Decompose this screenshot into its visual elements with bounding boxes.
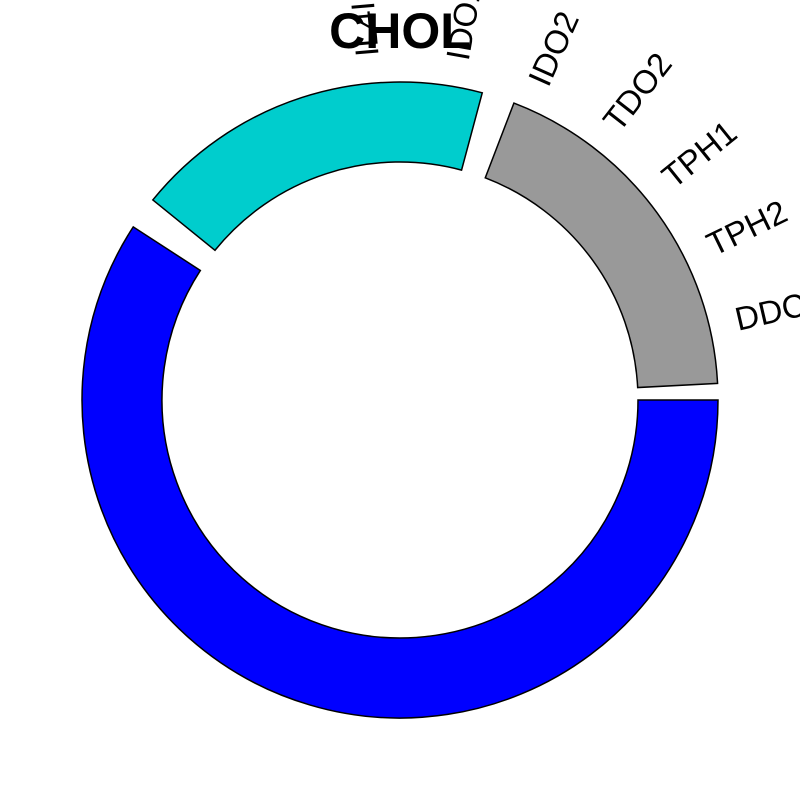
donut-segments bbox=[81, 81, 719, 719]
label-ido1: IDO1 bbox=[439, 0, 489, 63]
segment-il4i1 bbox=[151, 81, 484, 252]
label-tph1: TPH1 bbox=[655, 113, 744, 195]
label-ido2: IDO2 bbox=[521, 6, 586, 91]
label-tdo2: TDO2 bbox=[596, 46, 679, 138]
segment-ddc bbox=[81, 225, 719, 719]
label-ddc: DDC bbox=[731, 286, 800, 338]
chart-title: CHOL bbox=[329, 3, 471, 59]
segment-unlabeled bbox=[484, 102, 719, 389]
label-tph2: TPH2 bbox=[701, 193, 793, 263]
label-il4i1: IL4I1 bbox=[342, 0, 385, 58]
